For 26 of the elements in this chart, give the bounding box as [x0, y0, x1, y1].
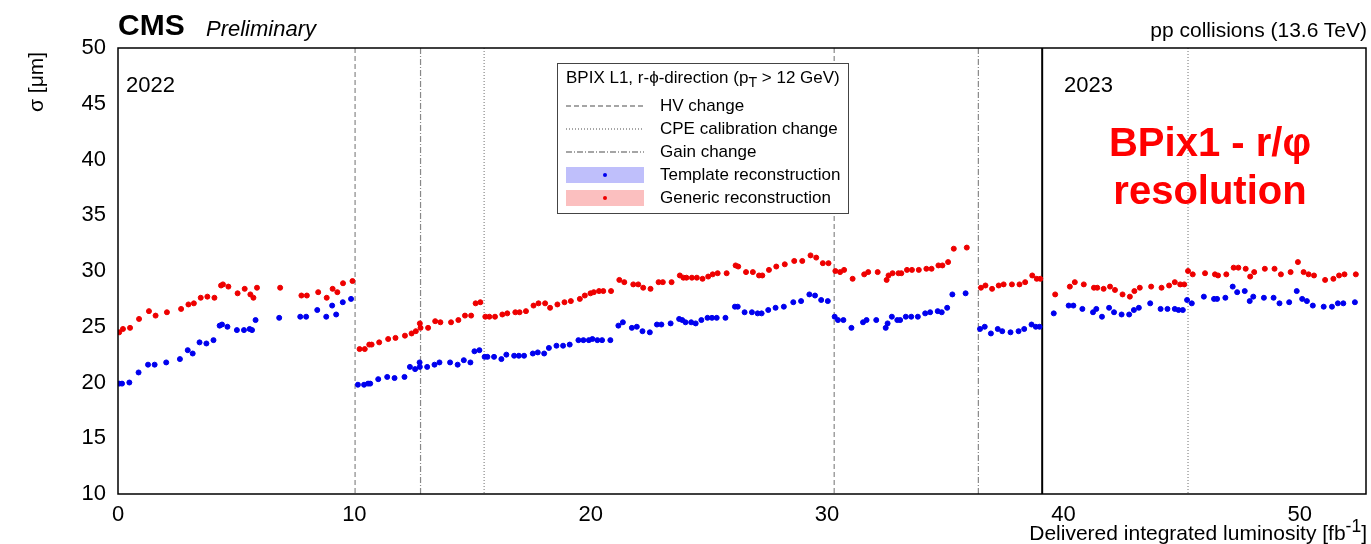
annotation: CPE calibration change [660, 118, 838, 141]
chart-subtitle: Preliminary [206, 16, 317, 42]
annotation: 2023 [1064, 72, 1113, 98]
annotation: Gain change [660, 141, 757, 164]
y-tick-label: 35 [81, 201, 106, 227]
y-tick-label: 30 [81, 257, 106, 283]
chart-title: CMS [118, 8, 185, 42]
y-tick-label: 45 [81, 89, 106, 115]
annotation: HV change [660, 95, 745, 118]
legend-label: Generic reconstruction [660, 187, 832, 210]
annotation: BPix1 - r/φ resolution [1108, 119, 1312, 214]
legend-label: Template reconstruction [660, 164, 841, 187]
x-tick-label: 20 [578, 501, 603, 527]
x-tick-label: 10 [342, 501, 367, 527]
legend-title: BPIX L1, r-ϕ-direction (p$_{T}$ > 12 GeV) [566, 67, 841, 93]
annotation: 2022 [126, 72, 175, 98]
y-tick-label: 50 [81, 34, 106, 60]
y-tick-label: 20 [81, 368, 106, 394]
y-tick-label: 40 [81, 145, 106, 171]
y-axis-title: σ [μm] [24, 51, 48, 112]
x-tick-label: 0 [111, 501, 125, 527]
y-tick-label: 10 [81, 480, 106, 506]
y-tick-label: 25 [81, 312, 106, 338]
y-tick-label: 15 [81, 424, 106, 450]
x-tick-label: 30 [814, 501, 840, 527]
text: pp collisions (13.6 TeV) [1150, 18, 1367, 42]
